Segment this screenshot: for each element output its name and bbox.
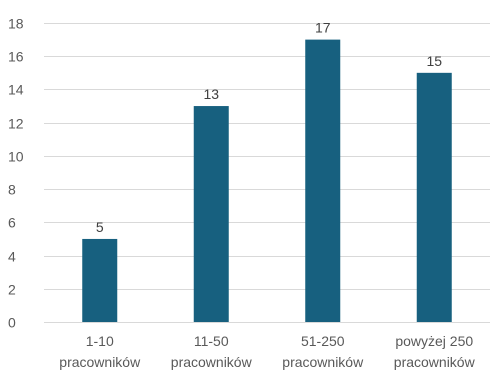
y-tick-label: 12 — [8, 116, 24, 132]
data-label: 15 — [426, 53, 442, 69]
y-tick-label: 14 — [8, 82, 24, 98]
data-label: 17 — [315, 20, 331, 36]
category-label: 11-50 — [194, 333, 229, 349]
category-label: pracowników — [171, 354, 253, 370]
y-axis-tick-labels: 0 2 4 6 8 10 12 14 16 18 — [8, 16, 24, 331]
category-label: pracowników — [59, 354, 141, 370]
gridlines — [44, 23, 490, 323]
bars — [82, 39, 452, 322]
data-label: 13 — [203, 86, 219, 102]
category-label: 51-250 — [301, 333, 345, 349]
y-tick-label: 4 — [8, 249, 16, 265]
bar — [193, 106, 229, 322]
y-tick-label: 2 — [8, 282, 16, 298]
category-label: powyżej 250 — [395, 333, 473, 349]
y-tick-label: 0 — [8, 315, 16, 331]
category-label: pracowników — [394, 354, 476, 370]
y-tick-label: 6 — [8, 215, 16, 231]
bar — [416, 72, 452, 322]
data-labels: 5 13 17 15 — [96, 20, 442, 235]
bar — [82, 238, 118, 322]
category-label: pracowników — [282, 354, 364, 370]
y-tick-label: 16 — [8, 49, 24, 65]
x-axis-category-labels: 1-10 pracowników 11-50 pracowników 51-250 pra… — [59, 333, 475, 370]
y-tick-label: 18 — [8, 16, 24, 32]
y-tick-label: 8 — [8, 182, 16, 198]
bar — [305, 39, 341, 322]
data-label: 5 — [96, 219, 104, 235]
category-label: 1-10 — [86, 333, 114, 349]
y-tick-label: 10 — [8, 149, 24, 165]
